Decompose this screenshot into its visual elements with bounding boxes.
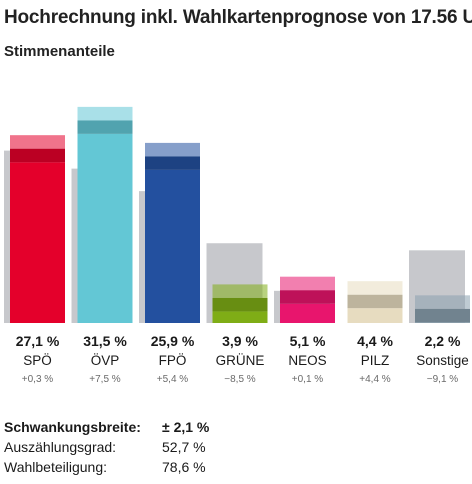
diff-label: −9,1 %	[427, 374, 459, 385]
bar-current-5	[347, 308, 403, 323]
category-label: NEOS	[288, 353, 326, 368]
category-label: PILZ	[361, 353, 390, 368]
value-label: 5,1 %	[290, 333, 326, 349]
bar-ci-lower-1	[77, 120, 133, 134]
bar-ci-upper-6	[415, 295, 470, 309]
diff-label: +0,1 %	[292, 374, 324, 385]
value-label: 3,9 %	[222, 333, 258, 349]
chart-title: Hochrechnung inkl. Wahlkartenprognose vo…	[4, 7, 472, 28]
value-label: 2,2 %	[425, 333, 461, 349]
bar-ci-upper-1	[77, 106, 133, 121]
bar-current-6	[415, 322, 470, 323]
diff-label: +0,3 %	[22, 374, 54, 385]
bar-ci-upper-2	[145, 142, 200, 157]
diff-label: +4,4 %	[359, 374, 391, 385]
bar-current-3	[212, 311, 268, 323]
stat-row-wahlbeteiligung: Wahlbeteiligung: 78,6 %	[4, 457, 209, 477]
stat-row-schwankungsbreite: Schwankungsbreite: ± 2,1 %	[4, 417, 209, 437]
value-label: 4,4 %	[357, 333, 393, 349]
value-label: 25,9 %	[151, 333, 195, 349]
diff-label: −8,5 %	[224, 374, 256, 385]
stat-value: 52,7 %	[162, 439, 206, 455]
stat-label: Auszählungsgrad:	[4, 439, 117, 455]
diff-label: +7,5 %	[89, 374, 121, 385]
category-label: ÖVP	[91, 353, 120, 368]
bar-current-1	[77, 133, 133, 323]
bar-ci-upper-5	[347, 281, 403, 295]
bar-ci-lower-2	[145, 156, 200, 170]
bar-ci-lower-4	[280, 290, 335, 304]
diff-label: +5,4 %	[157, 374, 189, 385]
stat-label: Wahlbeteiligung:	[4, 459, 107, 475]
category-label: GRÜNE	[216, 353, 265, 368]
value-label: 27,1 %	[16, 333, 60, 349]
stat-value: ± 2,1 %	[162, 419, 210, 435]
bar-current-2	[145, 169, 200, 323]
bar-ci-lower-5	[347, 294, 403, 309]
category-label: Sonstige	[416, 353, 469, 368]
bar-ci-lower-6	[415, 308, 470, 323]
bar-ci-lower-0	[10, 148, 65, 163]
election-stats: Schwankungsbreite: ± 2,1 % Auszählungsgra…	[4, 417, 209, 477]
category-label: SPÖ	[23, 353, 52, 368]
bar-ci-upper-4	[280, 276, 335, 291]
bar-current-0	[10, 162, 65, 323]
category-label: FPÖ	[159, 353, 187, 368]
bar-ci-upper-3	[212, 284, 268, 298]
stat-value: 78,6 %	[162, 459, 206, 475]
value-label: 31,5 %	[83, 333, 127, 349]
bar-ci-upper-0	[10, 135, 65, 149]
stat-row-auszaehlungsgrad: Auszählungsgrad: 52,7 %	[4, 437, 209, 457]
chart-subtitle: Stimmenanteile	[4, 43, 115, 60]
bar-current-4	[280, 303, 335, 323]
bar-ci-lower-3	[212, 297, 268, 312]
stat-label: Schwankungsbreite:	[4, 419, 141, 435]
